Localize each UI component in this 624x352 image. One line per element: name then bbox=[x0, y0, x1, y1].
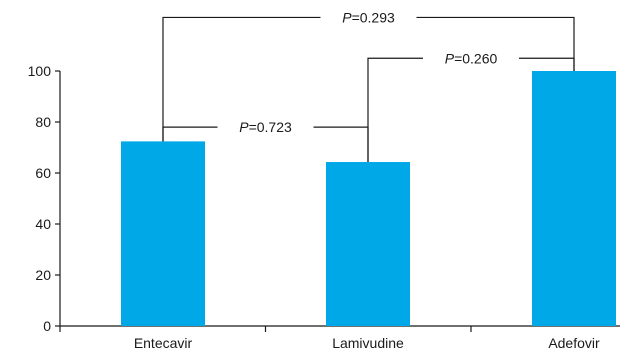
y-tick-label: 60 bbox=[35, 165, 51, 181]
p-value-label: P=0.260 bbox=[445, 50, 498, 66]
p-value-label: P=0.293 bbox=[342, 9, 395, 25]
bar-lamivudine bbox=[326, 162, 410, 326]
bracket-right bbox=[519, 57, 575, 71]
bars bbox=[121, 71, 616, 326]
p-value: =0.723 bbox=[249, 119, 292, 135]
p-symbol: P bbox=[342, 9, 352, 25]
x-tick-label: Entecavir bbox=[134, 335, 193, 351]
bar-entecavir bbox=[121, 141, 205, 326]
p-symbol: P bbox=[239, 119, 249, 135]
comparison-bracket: P=0.293 bbox=[162, 9, 575, 142]
y-tick-label: 0 bbox=[43, 318, 51, 334]
comparison-bracket: P=0.260 bbox=[367, 50, 575, 163]
y-tick-label: 20 bbox=[35, 267, 51, 283]
p-symbol: P bbox=[445, 50, 455, 66]
bracket-right bbox=[416, 16, 575, 71]
bracket-left bbox=[162, 126, 218, 142]
p-value: =0.293 bbox=[352, 9, 395, 25]
y-tick-label: 80 bbox=[35, 114, 51, 130]
x-tick-label: Adefovir bbox=[548, 335, 600, 351]
y-tick-label: 40 bbox=[35, 216, 51, 232]
bar-adefovir bbox=[532, 71, 616, 326]
y-tick-label: 100 bbox=[28, 63, 52, 79]
p-value-label: P=0.723 bbox=[239, 119, 292, 135]
bracket-left bbox=[162, 16, 321, 142]
bracket-left bbox=[367, 57, 423, 163]
bracket-right bbox=[313, 126, 369, 163]
x-tick-label: Lamivudine bbox=[332, 335, 404, 351]
axes: 0 20 40 60 80 100 Entecavir Lamivudine Adefovir bbox=[28, 63, 620, 351]
p-value: =0.260 bbox=[454, 50, 497, 66]
